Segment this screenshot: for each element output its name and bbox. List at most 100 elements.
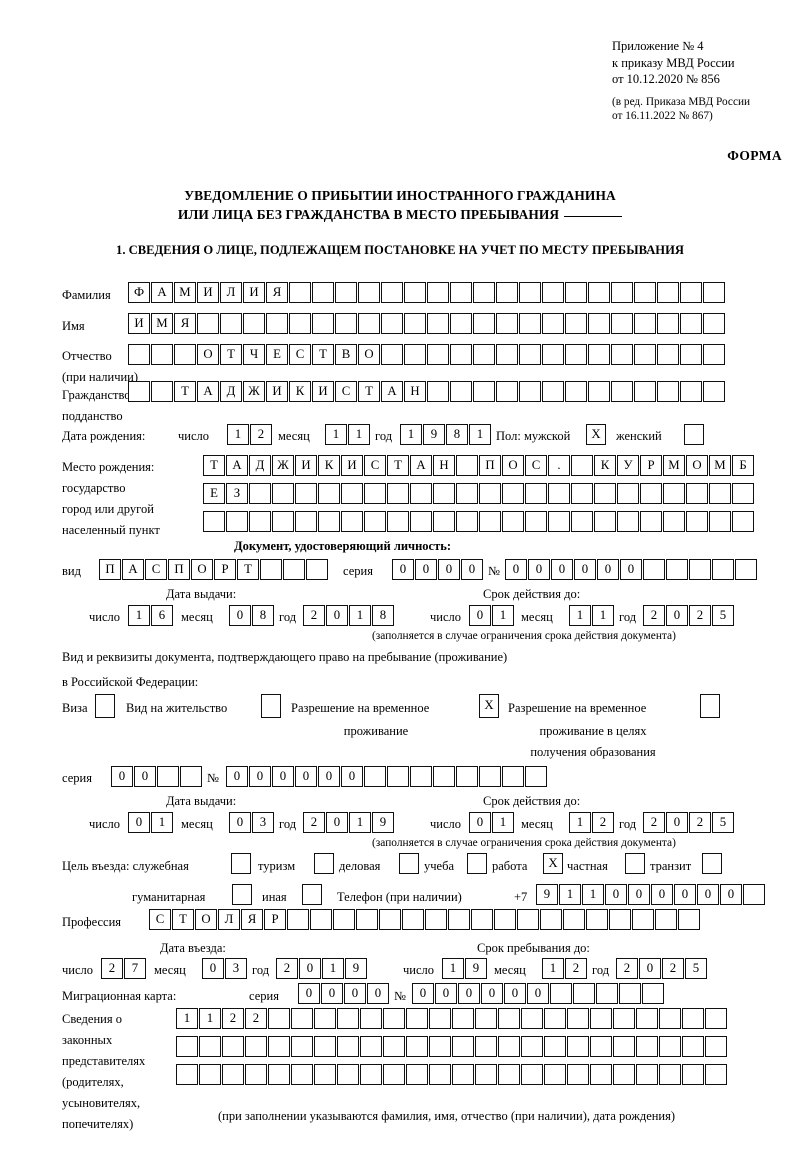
char-cell[interactable] <box>617 483 639 504</box>
char-cell[interactable]: 1 <box>176 1008 198 1029</box>
char-cell[interactable]: К <box>318 455 340 476</box>
char-cell[interactable] <box>341 511 363 532</box>
char-cell[interactable] <box>448 909 470 930</box>
char-cell[interactable] <box>588 381 610 402</box>
char-cell[interactable]: Л <box>218 909 240 930</box>
char-cell[interactable] <box>565 282 587 303</box>
char-cell[interactable] <box>456 766 478 787</box>
char-cell[interactable] <box>335 282 357 303</box>
char-cell[interactable] <box>678 909 700 930</box>
char-cell[interactable]: И <box>128 313 150 334</box>
char-cell[interactable] <box>525 483 547 504</box>
char-cell[interactable]: Р <box>264 909 286 930</box>
char-cell[interactable] <box>429 1008 451 1029</box>
char-cell[interactable]: Т <box>358 381 380 402</box>
char-cell[interactable] <box>404 313 426 334</box>
char-cell[interactable]: 0 <box>639 958 661 979</box>
char-cell[interactable]: М <box>663 455 685 476</box>
char-cell[interactable] <box>318 511 340 532</box>
char-cell[interactable]: 2 <box>643 605 665 626</box>
char-cell[interactable]: 8 <box>252 605 274 626</box>
char-cell[interactable] <box>609 909 631 930</box>
char-cell[interactable] <box>358 313 380 334</box>
char-cell[interactable]: 1 <box>199 1008 221 1029</box>
char-cell[interactable] <box>542 381 564 402</box>
char-cell[interactable]: О <box>195 909 217 930</box>
char-cell[interactable]: Я <box>241 909 263 930</box>
char-cell[interactable] <box>427 344 449 365</box>
char-cell[interactable]: 0 <box>295 766 317 787</box>
char-cell[interactable] <box>360 1008 382 1029</box>
char-cell[interactable] <box>542 344 564 365</box>
char-cell[interactable] <box>433 766 455 787</box>
char-cell[interactable]: Е <box>203 483 225 504</box>
char-cell[interactable] <box>521 1036 543 1057</box>
char-cell[interactable]: 0 <box>367 983 389 1004</box>
char-cell[interactable]: 1 <box>442 958 464 979</box>
char-cell[interactable]: 0 <box>438 559 460 580</box>
char-cell[interactable]: 1 <box>469 424 491 445</box>
char-cell[interactable] <box>433 483 455 504</box>
char-cell[interactable]: 8 <box>446 424 468 445</box>
char-cell[interactable] <box>381 313 403 334</box>
char-cell[interactable] <box>496 282 518 303</box>
char-cell[interactable] <box>682 1036 704 1057</box>
purpose-study-checkbox[interactable] <box>467 853 487 874</box>
purpose-work-checkbox[interactable]: Х <box>543 853 563 874</box>
char-cell[interactable] <box>634 381 656 402</box>
char-cell[interactable] <box>703 344 725 365</box>
char-cell[interactable]: 0 <box>674 884 696 905</box>
char-cell[interactable] <box>594 511 616 532</box>
char-cell[interactable] <box>452 1008 474 1029</box>
char-cell[interactable]: 9 <box>423 424 445 445</box>
char-cell[interactable]: 6 <box>151 605 173 626</box>
char-cell[interactable] <box>337 1036 359 1057</box>
char-cell[interactable]: 0 <box>469 812 491 833</box>
char-cell[interactable] <box>613 1036 635 1057</box>
char-cell[interactable] <box>548 511 570 532</box>
char-cell[interactable]: 2 <box>662 958 684 979</box>
purpose-official-checkbox[interactable] <box>231 853 251 874</box>
char-cell[interactable] <box>471 909 493 930</box>
char-cell[interactable]: 5 <box>712 812 734 833</box>
char-cell[interactable] <box>640 483 662 504</box>
char-cell[interactable]: 0 <box>392 559 414 580</box>
char-cell[interactable] <box>360 1064 382 1085</box>
char-cell[interactable]: 0 <box>697 884 719 905</box>
char-cell[interactable] <box>502 483 524 504</box>
char-cell[interactable] <box>498 1064 520 1085</box>
char-cell[interactable]: И <box>312 381 334 402</box>
char-cell[interactable] <box>249 511 271 532</box>
char-cell[interactable] <box>291 1064 313 1085</box>
char-cell[interactable]: А <box>151 282 173 303</box>
char-cell[interactable]: Т <box>312 344 334 365</box>
char-cell[interactable]: 2 <box>303 605 325 626</box>
char-cell[interactable]: 0 <box>527 983 549 1004</box>
char-cell[interactable] <box>128 381 150 402</box>
char-cell[interactable] <box>611 381 633 402</box>
char-cell[interactable] <box>157 766 179 787</box>
char-cell[interactable]: 0 <box>628 884 650 905</box>
char-cell[interactable]: Т <box>387 455 409 476</box>
char-cell[interactable] <box>588 313 610 334</box>
char-cell[interactable]: 3 <box>225 958 247 979</box>
char-cell[interactable] <box>571 455 593 476</box>
char-cell[interactable] <box>573 983 595 1004</box>
char-cell[interactable] <box>245 1036 267 1057</box>
char-cell[interactable]: П <box>479 455 501 476</box>
char-cell[interactable] <box>249 483 271 504</box>
char-cell[interactable] <box>429 1036 451 1057</box>
char-cell[interactable] <box>222 1036 244 1057</box>
char-cell[interactable]: 0 <box>505 559 527 580</box>
